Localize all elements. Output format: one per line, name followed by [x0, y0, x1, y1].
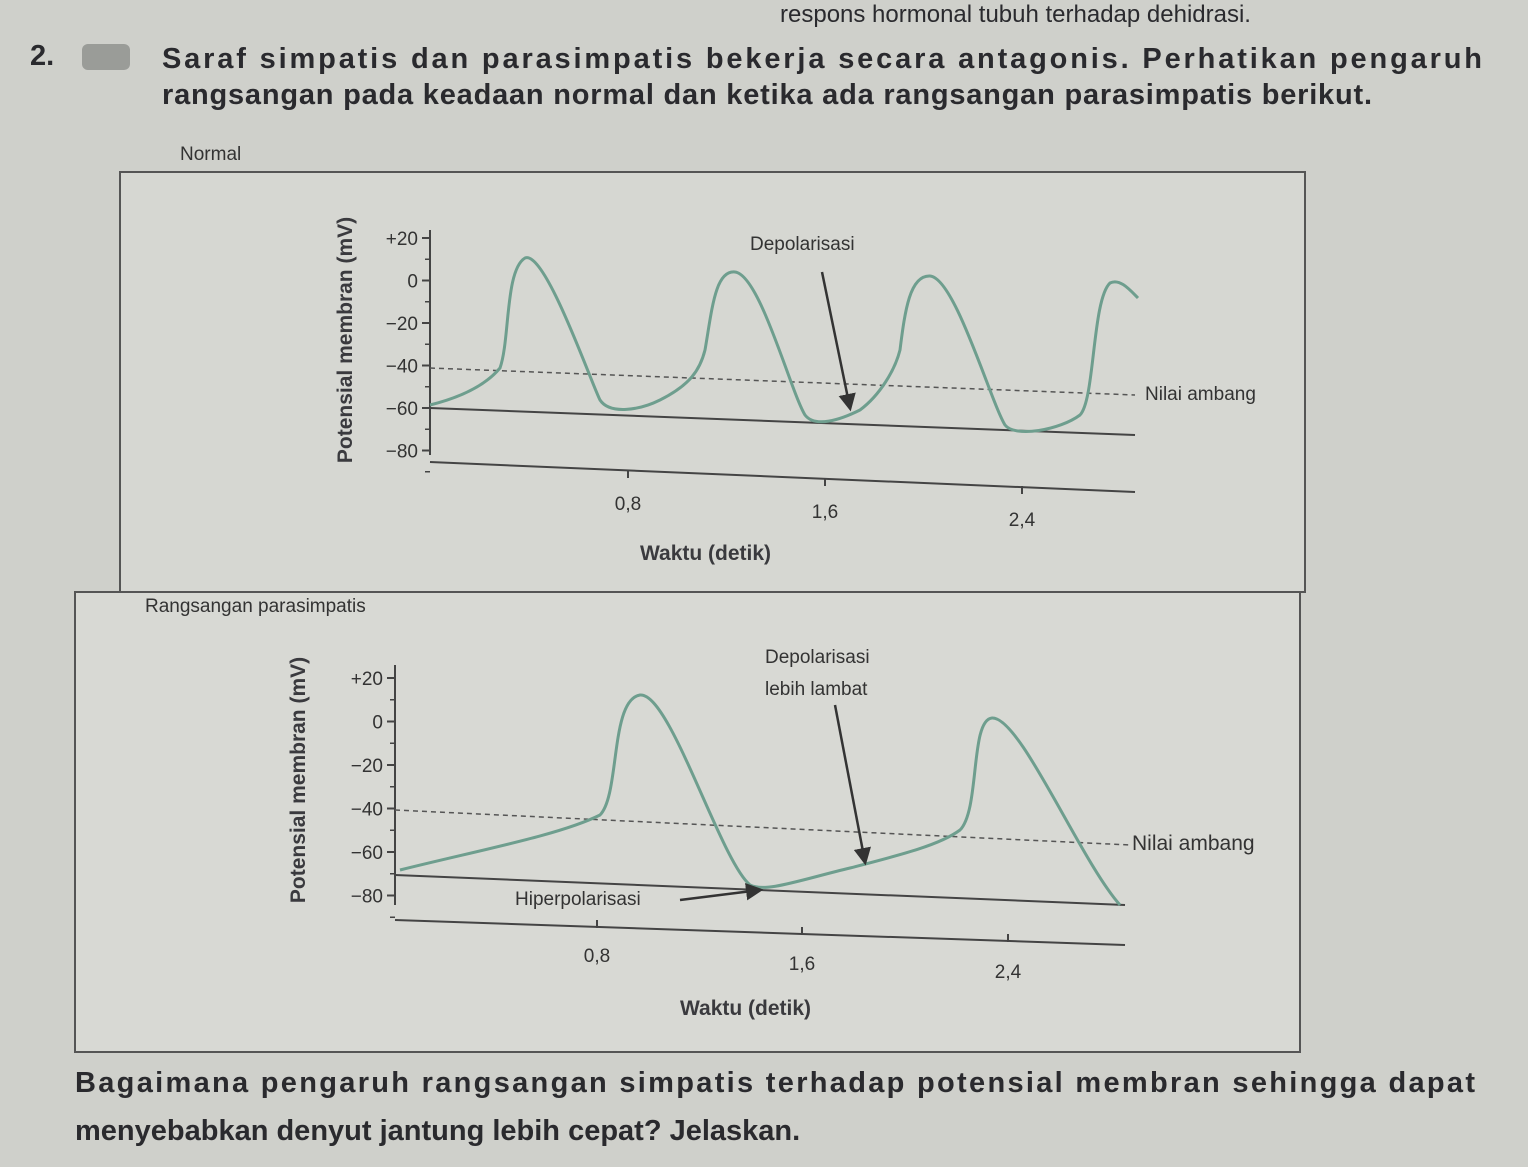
- figure-label: Rangsangan parasimpatis: [145, 596, 366, 617]
- x-axis-title: Waktu (detik): [680, 997, 811, 1020]
- y-tick-label: 0: [407, 272, 418, 293]
- potential-curve: [399, 693, 1122, 906]
- prompt-line: Bagaimana pengaruh rangsangan simpatis t…: [75, 1067, 1475, 1099]
- annotation: Nilai ambang: [1145, 384, 1256, 405]
- potential-curve: [429, 256, 1140, 433]
- arrow: [833, 704, 871, 866]
- question-line: Saraf simpatis dan parasimpatis bekerja …: [162, 43, 1482, 75]
- annotation: Nilai ambang: [1132, 832, 1255, 855]
- y-axis-title: Potensial membran (mV): [287, 657, 310, 903]
- figure-box: [119, 171, 1306, 593]
- y-tick-label: +20: [351, 669, 383, 690]
- x-tick-label: 2,4: [1009, 510, 1036, 531]
- figure-label: Normal: [180, 144, 241, 165]
- badge: [82, 44, 130, 70]
- x-tick-label: 1,6: [789, 954, 815, 975]
- y-tick-label: −80: [386, 442, 418, 463]
- arrow: [679, 883, 764, 902]
- header: respons hormonal tubuh terhadap dehidras…: [780, 1, 1251, 28]
- figure-box: [74, 591, 1301, 1053]
- y-tick-label: −80: [351, 887, 383, 908]
- x-tick-label: 1,6: [812, 502, 838, 523]
- y-tick-label: 0: [372, 713, 383, 734]
- y-tick-label: −40: [386, 357, 418, 378]
- annotation: Depolarisasi: [765, 647, 870, 668]
- threshold-line: [429, 367, 1136, 396]
- y-axis-title: Potensial membran (mV): [334, 217, 357, 463]
- prompt-line: menyebabkan denyut jantung lebih cepat? …: [75, 1115, 800, 1147]
- x-tick-label: 2,4: [995, 962, 1022, 983]
- x-axis: [429, 461, 1136, 493]
- y-tick-label: −60: [386, 399, 418, 420]
- question-line: rangsangan pada keadaan normal dan ketik…: [162, 79, 1372, 111]
- x-tick-label: 0,8: [615, 494, 641, 515]
- annotation: Hiperpolarisasi: [515, 889, 641, 910]
- y-tick-label: −40: [351, 800, 383, 821]
- y-tick-label: −60: [351, 843, 383, 864]
- y-tick-label: −20: [386, 314, 418, 335]
- x-axis-title: Waktu (detik): [640, 542, 771, 565]
- question-number: 2.: [30, 40, 54, 72]
- threshold-line: [394, 809, 1131, 846]
- arrow: [820, 271, 856, 412]
- x-tick-label: 0,8: [584, 946, 610, 967]
- annotation: lebih lambat: [765, 679, 868, 700]
- y-tick-label: −20: [351, 756, 383, 777]
- x-axis: [394, 919, 1126, 946]
- y-tick-label: +20: [386, 229, 418, 250]
- annotation: Depolarisasi: [750, 234, 855, 255]
